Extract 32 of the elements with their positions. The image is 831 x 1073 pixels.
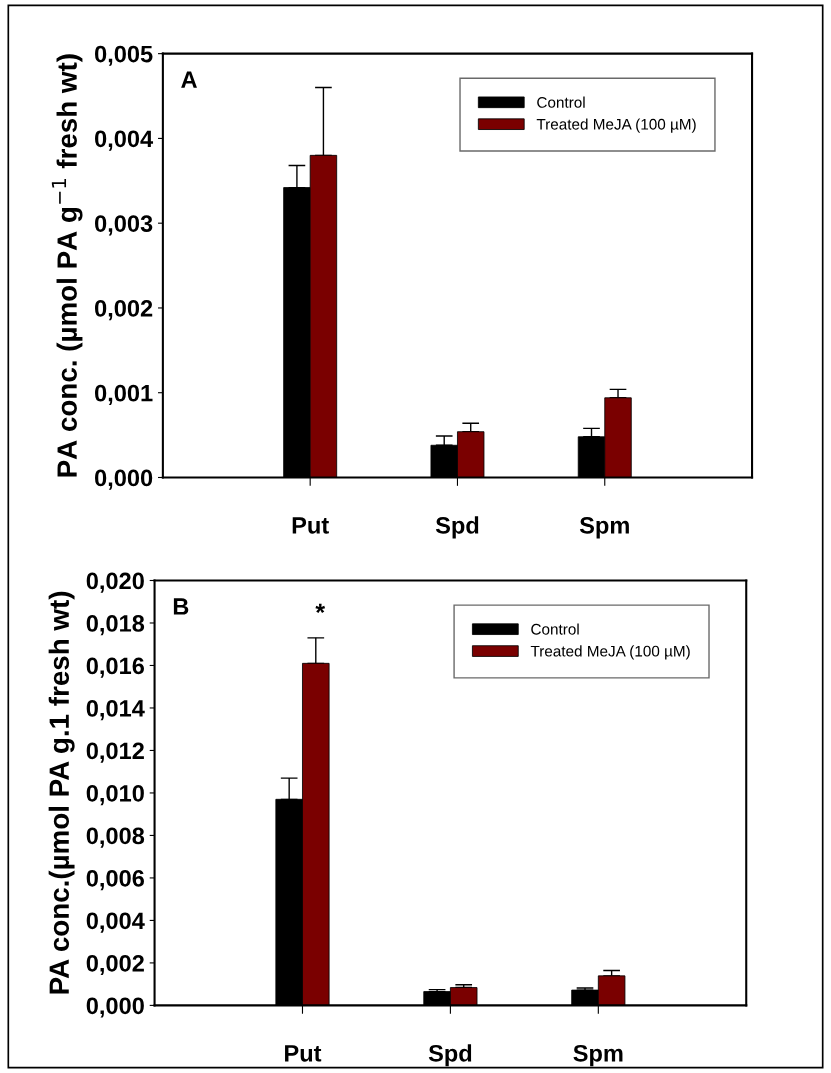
annotation: * xyxy=(315,603,326,614)
x-tick-label: Spd xyxy=(428,1044,472,1067)
x-tick-label: Spd xyxy=(435,516,479,539)
annotation: A xyxy=(181,71,197,88)
x-tick-label: Put xyxy=(292,517,329,534)
y-tick-label: 0,014 xyxy=(86,700,145,721)
x-tick-label: Put xyxy=(285,1045,322,1062)
y-tick-label: 0,012 xyxy=(86,742,144,763)
x-tick-label: Spm xyxy=(573,1044,623,1067)
y-tick-label: 0,002 xyxy=(95,300,153,321)
y-tick-label: 0,000 xyxy=(86,997,144,1018)
y-axis-title: PA conc.(µmol PA g.1 fresh wt) xyxy=(48,591,75,994)
y-tick-label: 0,001 xyxy=(95,384,153,405)
y-tick-label: 0,003 xyxy=(95,215,153,236)
y-tick-label: 0,018 xyxy=(86,615,145,636)
legend-label: Control xyxy=(531,623,579,635)
y-axis-title: PA conc. (µmol PA g$^{−1}$ fresh wt) xyxy=(51,54,83,477)
legend-label: Control xyxy=(537,96,585,108)
annotation: B xyxy=(173,598,189,615)
legend-label: Treated MeJA (100 µM) xyxy=(530,645,690,660)
legend-label: Treated MeJA (100 µM) xyxy=(536,118,696,133)
x-tick-label: Spm xyxy=(579,517,629,539)
y-tick-label: 0,010 xyxy=(86,785,144,806)
y-tick-label: 0,006 xyxy=(86,870,144,891)
y-tick-label: 0,005 xyxy=(95,45,153,66)
y-tick-label: 0,008 xyxy=(86,827,145,848)
y-tick-label: 0,004 xyxy=(86,912,145,933)
y-tick-label: 0,004 xyxy=(95,130,154,151)
y-tick-label: 0,020 xyxy=(86,572,144,593)
y-tick-label: 0,002 xyxy=(86,954,144,976)
y-tick-label: 0,016 xyxy=(86,657,144,678)
y-tick-label: 0,000 xyxy=(95,469,153,490)
